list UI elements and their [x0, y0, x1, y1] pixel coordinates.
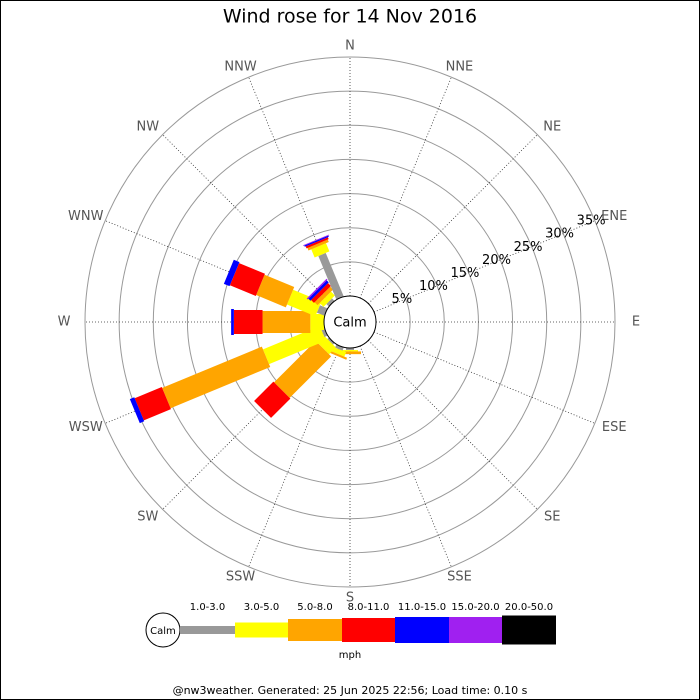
direction-label: SSE [447, 569, 472, 584]
spoke [162, 134, 332, 304]
bar-segment [162, 346, 271, 409]
legend-swatch [342, 618, 395, 642]
spoke [373, 331, 595, 424]
grid-ring [152, 124, 548, 520]
direction-label: N [345, 39, 355, 54]
direction-label: NNE [446, 60, 474, 75]
footer: @nw3weather. Generated: 25 Jun 2025 22:5… [173, 684, 528, 697]
legend-swatch [502, 615, 556, 645]
bar-segment [335, 344, 344, 351]
ring-label: 15% [451, 266, 480, 281]
legend-swatch [235, 622, 288, 638]
bar-segment [134, 386, 171, 421]
bar-segment [310, 314, 325, 330]
legend-swatch [288, 619, 342, 641]
bar-segment [286, 289, 322, 317]
ring-label: 35% [577, 214, 606, 229]
legend-label: 20.0-50.0 [505, 602, 553, 613]
direction-label: E [632, 315, 640, 330]
bar-segment [262, 325, 326, 365]
bar-segment [233, 310, 263, 334]
direction-label: NNW [224, 60, 256, 75]
unit-label: mph [339, 650, 361, 661]
ring-label: 20% [482, 253, 511, 268]
legend-swatch [180, 626, 235, 634]
bar-segment [129, 397, 145, 424]
bar-segment [305, 237, 329, 249]
direction-label: ESE [602, 420, 627, 435]
bar-segment [319, 291, 335, 307]
bar-segment [311, 243, 330, 258]
chart-title: Wind rose for 14 Nov 2016 [223, 6, 477, 28]
bar-segment [314, 286, 334, 306]
bar-segment [223, 259, 240, 287]
grid-ring [186, 158, 514, 486]
direction-label: SW [137, 510, 158, 525]
bar-segment [321, 328, 328, 337]
ring-label: 5% [392, 292, 413, 307]
bar-segment [327, 337, 335, 345]
calm-label: Calm [333, 316, 366, 331]
bar-segment [306, 278, 328, 300]
legend-label: 11.0-15.0 [398, 602, 446, 613]
bar-segment [316, 305, 328, 316]
bar-segment [303, 234, 330, 246]
spoke [359, 77, 452, 299]
ring-label: 30% [545, 227, 574, 242]
direction-label: W [58, 315, 71, 330]
legend-label: 3.0-5.0 [244, 602, 279, 613]
bar-segment [342, 350, 358, 352]
legend-calm-label: Calm [150, 626, 176, 637]
spoke [368, 134, 538, 304]
direction-label: SE [544, 510, 560, 525]
bar-segment [304, 235, 329, 247]
spoke [359, 345, 452, 567]
legend-label: 8.0-11.0 [348, 602, 390, 613]
legend-swatch [395, 617, 449, 643]
direction-label: NW [136, 119, 159, 134]
spoke [373, 220, 595, 313]
legend-label: 5.0-8.0 [297, 602, 332, 613]
legend-label: 1.0-3.0 [190, 602, 225, 613]
grid-ring [84, 56, 616, 588]
spoke [248, 345, 341, 567]
direction-label: WNW [68, 209, 104, 224]
bar-segment [229, 263, 265, 296]
direction-label: SSW [226, 569, 256, 584]
bar-segment [274, 340, 332, 398]
bar-segment [256, 274, 295, 308]
legend-swatch [449, 617, 502, 643]
bar-segment [318, 252, 344, 300]
bar-segment [254, 381, 291, 418]
direction-label: ENE [601, 209, 627, 224]
bar-segment [339, 351, 361, 355]
bar-segment [307, 239, 329, 251]
direction-label: NE [543, 119, 561, 134]
direction-label: S [346, 591, 354, 606]
legend-label: 15.0-20.0 [451, 602, 499, 613]
bar-segment [262, 311, 311, 333]
ring-label: 25% [514, 240, 543, 255]
spoke [368, 340, 538, 510]
bar-segment [311, 283, 331, 303]
bar-segment [231, 309, 234, 335]
ring-label: 10% [419, 279, 448, 294]
direction-label: WSW [69, 420, 103, 435]
bar-segment [326, 298, 335, 307]
bar-segment [308, 280, 329, 301]
calm-circle [323, 295, 377, 349]
bar-segment [346, 348, 354, 351]
